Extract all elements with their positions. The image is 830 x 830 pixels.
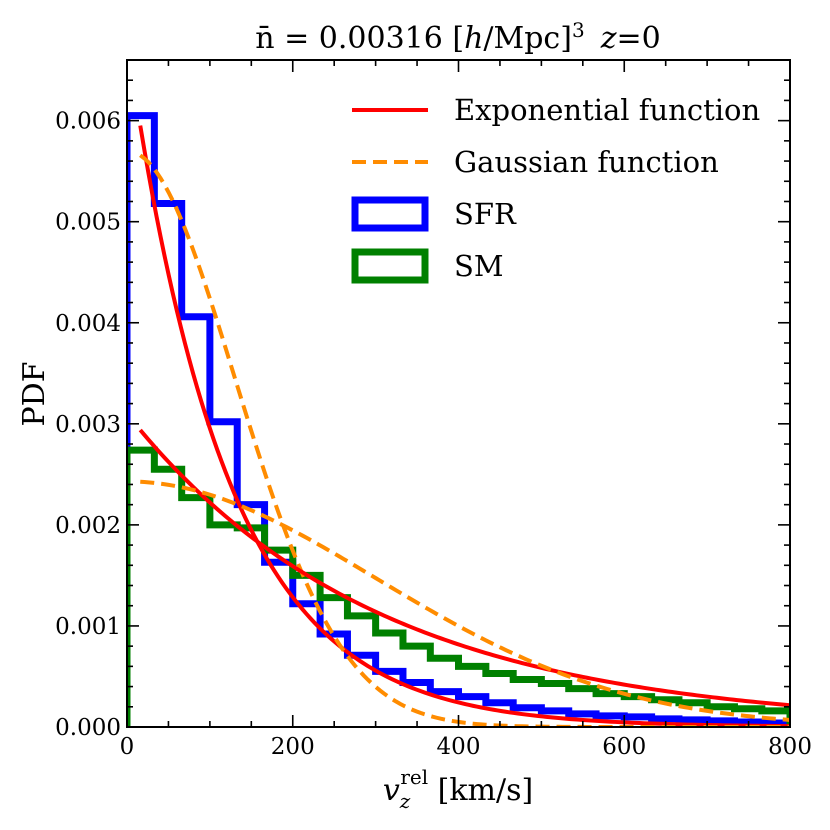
x-label-sub: z <box>399 789 411 813</box>
title-z: z <box>600 21 617 56</box>
x-tick-label: 800 <box>768 734 812 760</box>
legend: Exponential function Gaussian function SFR… <box>351 93 760 284</box>
y-tick-label: 0.000 <box>55 715 121 741</box>
chart-title: n̄ = 0.00316 [h/Mpc]3 z=0 <box>255 18 660 56</box>
y-tick-label: 0.001 <box>55 614 121 640</box>
y-tick-label: 0.002 <box>55 513 121 539</box>
x-tick-label: 400 <box>437 734 481 760</box>
legend-label: SFR <box>454 197 517 231</box>
histogram-sm <box>127 446 790 727</box>
x-tick-label: 600 <box>602 734 646 760</box>
title-suffix: =0 <box>617 21 661 56</box>
exponential-fit-curve-0 <box>138 125 790 727</box>
y-tick-label: 0.004 <box>55 311 121 337</box>
legend-swatch-patch <box>351 248 429 284</box>
legend-label: Exponential function <box>454 93 760 127</box>
x-tick-label: 0 <box>120 734 135 760</box>
gaussian-fit-curve-3 <box>140 479 790 722</box>
legend-label: Gaussian function <box>454 145 719 179</box>
y-tick-label: 0.005 <box>55 210 121 236</box>
x-label-unit: [km/s] <box>428 773 533 808</box>
y-axis-label: PDF <box>17 361 52 426</box>
x-label-v: v <box>383 773 400 808</box>
gaussian-fit-curve-1 <box>139 153 790 727</box>
y-tick-label: 0.003 <box>55 412 121 438</box>
title-h: h <box>464 21 483 56</box>
plot-area <box>127 112 790 727</box>
title-mid: /Mpc] <box>483 21 572 56</box>
histogram-sfr <box>127 112 790 727</box>
y-tick-label: 0.006 <box>55 109 121 135</box>
x-tick-label: 200 <box>271 734 315 760</box>
x-axis-label: vzrel [km/s] <box>383 765 533 813</box>
exponential-fit-curve-2 <box>138 428 790 708</box>
x-label-sup: rel <box>400 765 428 789</box>
legend-entry: SM <box>351 248 504 284</box>
legend-swatch-patch <box>351 196 429 232</box>
legend-entry: Gaussian function <box>352 145 719 179</box>
axis-ticks: 0 200 400 600 800 0.000 0.001 0.002 0.003 0.004 0.… <box>55 59 812 760</box>
title-exponent: 3 <box>572 18 585 42</box>
legend-label: SM <box>454 249 504 283</box>
legend-entry: Exponential function <box>352 93 760 127</box>
title-prefix: n̄ = 0.00316 [ <box>255 21 464 56</box>
legend-entry: SFR <box>351 196 517 232</box>
